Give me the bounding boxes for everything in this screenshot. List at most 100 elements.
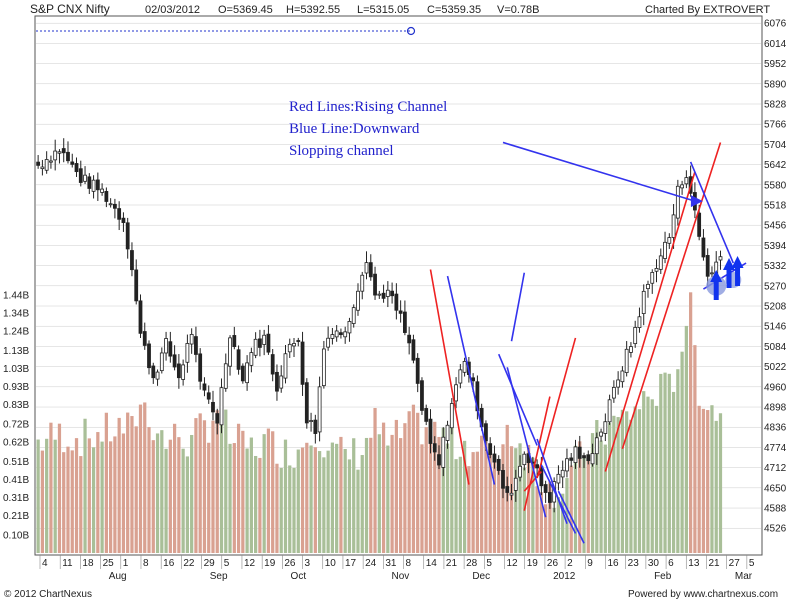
- volume-bar: [339, 436, 343, 553]
- month-label: Dec: [472, 571, 490, 582]
- charted-by: Charted By EXTROVERT: [645, 4, 770, 16]
- month-label: Nov: [392, 571, 410, 582]
- price-tick-label: 4526: [764, 524, 787, 535]
- price-tick-label: 4588: [764, 504, 787, 515]
- volume-bar: [518, 443, 522, 553]
- volume-bar: [646, 396, 650, 553]
- date-tick-label: 26: [547, 558, 559, 569]
- volume-bar: [343, 448, 347, 553]
- volume-tick-label: 1.03B: [3, 364, 29, 375]
- candle-body: [258, 338, 262, 348]
- candle-body: [134, 269, 139, 302]
- volume-bar: [689, 292, 693, 553]
- candle-body: [492, 453, 497, 463]
- volume-bar: [595, 420, 599, 553]
- volume-bar: [83, 418, 87, 553]
- candle-body: [437, 454, 441, 466]
- candle-body: [317, 386, 322, 433]
- candle-body: [189, 334, 194, 345]
- candle-body: [95, 179, 100, 191]
- date-tick-label: 19: [527, 558, 539, 569]
- annotation-line-2: Blue Line:Downward: [289, 121, 420, 137]
- candle-body: [599, 431, 603, 437]
- date-tick-label: 23: [628, 558, 640, 569]
- volume-bar: [437, 436, 441, 553]
- volume-bar: [254, 455, 258, 553]
- candle-body: [275, 371, 279, 392]
- candle-body: [569, 457, 574, 461]
- date-tick-label: 29: [204, 558, 216, 569]
- volume-bar: [714, 420, 718, 553]
- date-tick-label: 9: [587, 558, 593, 569]
- volume-bar: [471, 452, 475, 553]
- volume-bar: [642, 391, 646, 553]
- candle-body: [565, 458, 569, 472]
- candle-body: [675, 185, 680, 219]
- candle-body: [53, 150, 58, 161]
- candle-body: [300, 341, 305, 385]
- header-symbol: S&P CNX Nifty: [30, 2, 110, 16]
- candle-body: [223, 363, 228, 389]
- blue-trendline: [502, 141, 696, 202]
- volume-bar: [390, 434, 394, 553]
- volume-bar: [667, 373, 671, 553]
- candle-body: [245, 362, 249, 384]
- price-tick-label: 5704: [764, 140, 787, 151]
- candle-body: [471, 377, 476, 382]
- volume-bar: [322, 457, 326, 553]
- volume-bar: [710, 405, 714, 553]
- date-tick-label: 6: [668, 558, 674, 569]
- month-label: Feb: [654, 571, 672, 582]
- volume-bar: [53, 439, 57, 553]
- candle-body: [87, 176, 92, 189]
- volume-bar: [109, 441, 113, 553]
- price-tick-label: 5270: [764, 281, 787, 292]
- crosshair-marker-icon: [406, 26, 416, 36]
- volume-bar: [168, 439, 172, 553]
- candle-body: [185, 343, 190, 363]
- annotation-line-3: Slopping channel: [289, 143, 394, 159]
- volume-bar: [330, 442, 335, 553]
- volume-bar: [377, 434, 381, 553]
- date-tick-label: 26: [284, 558, 296, 569]
- candle-body: [462, 361, 467, 373]
- price-tick-label: 4836: [764, 423, 787, 434]
- volume-bar: [680, 351, 684, 553]
- candle-body: [705, 255, 710, 277]
- price-tick-label: 5146: [764, 322, 787, 333]
- volume-bars: [36, 292, 723, 553]
- candle-body: [287, 343, 292, 353]
- price-tick-label: 4898: [764, 403, 787, 414]
- volume-bar: [49, 422, 53, 553]
- volume-bar: [151, 440, 155, 553]
- volume-bar: [202, 420, 207, 553]
- red-trendline: [604, 171, 696, 472]
- volume-bar: [198, 413, 202, 553]
- candle-body: [710, 272, 714, 275]
- candle-body: [83, 174, 87, 182]
- price-candles: [36, 138, 723, 513]
- volume-bar: [424, 427, 428, 553]
- volume-bar: [347, 459, 352, 553]
- price-tick-label: 5208: [764, 302, 787, 313]
- candle-body: [654, 267, 659, 272]
- volume-bar: [147, 427, 151, 553]
- candle-body: [236, 349, 241, 370]
- candle-body: [403, 311, 407, 333]
- candle-body: [74, 163, 79, 173]
- volume-bar: [70, 450, 74, 553]
- volume-tick-label: 1.13B: [3, 346, 29, 357]
- volume-bar: [45, 438, 49, 553]
- candle-body: [394, 293, 399, 311]
- price-tick-label: 5580: [764, 180, 787, 191]
- volume-bar: [693, 345, 697, 553]
- volume-bar: [258, 457, 262, 553]
- trendlines: [429, 141, 747, 544]
- volume-bar: [228, 443, 232, 553]
- candle-body: [198, 353, 203, 382]
- candle-body: [407, 334, 412, 344]
- candle-body: [326, 337, 331, 348]
- date-tick-label: 5: [749, 558, 755, 569]
- volume-tick-label: 0.41B: [3, 475, 29, 486]
- blue-arrowhead-icon: [690, 195, 703, 208]
